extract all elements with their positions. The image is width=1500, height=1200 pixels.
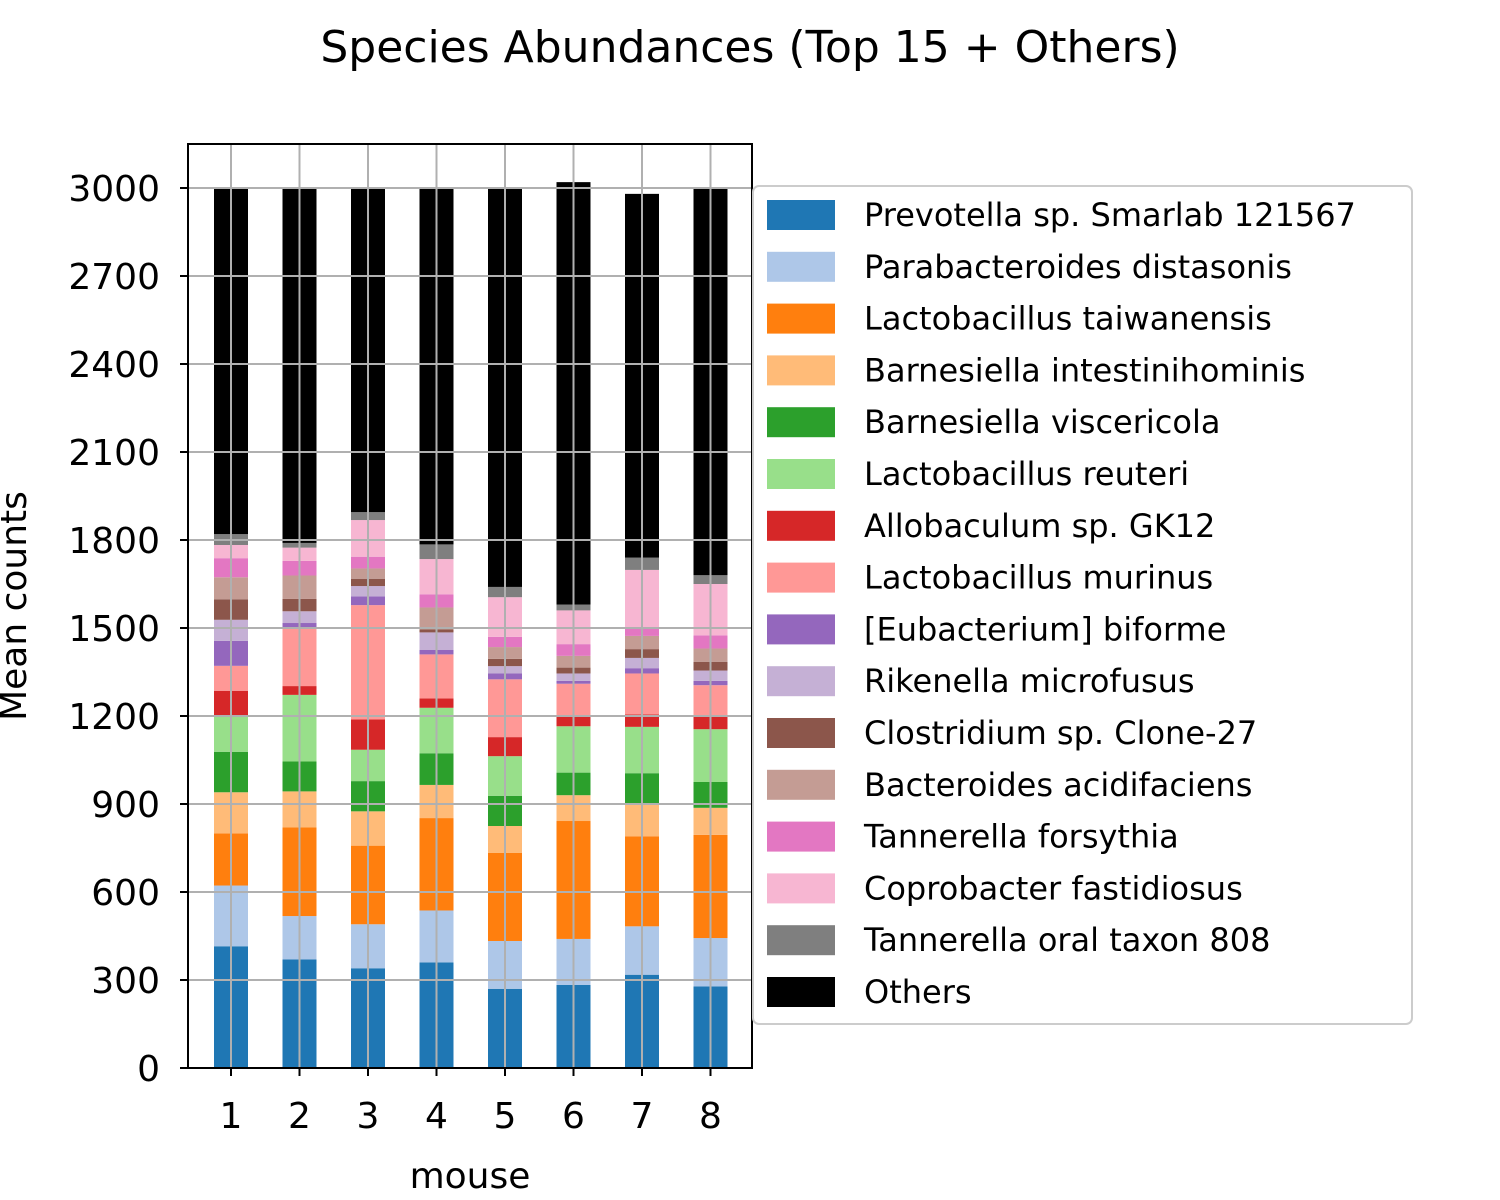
legend-swatch bbox=[767, 666, 835, 697]
y-tick-label: 1800 bbox=[68, 521, 160, 562]
x-axis-label: mouse bbox=[410, 1156, 531, 1197]
legend: Prevotella sp. Smarlab 121567 Parabactero… bbox=[752, 185, 1413, 1025]
grid-lines bbox=[188, 144, 752, 1069]
x-tick-label: 8 bbox=[699, 1096, 722, 1137]
legend-entry-label: Lactobacillus murinus bbox=[864, 559, 1213, 597]
legend-swatch bbox=[767, 873, 835, 904]
x-tick-label: 7 bbox=[631, 1096, 654, 1137]
x-tick-label: 3 bbox=[357, 1096, 380, 1137]
legend-frame bbox=[752, 185, 1413, 1025]
chart-title: Species Abundances (Top 15 + Others) bbox=[320, 22, 1179, 73]
y-tick-label: 0 bbox=[137, 1049, 160, 1090]
legend-entry-label: Prevotella sp. Smarlab 121567 bbox=[864, 196, 1356, 234]
y-tick-label: 1200 bbox=[68, 697, 160, 738]
legend-swatch bbox=[767, 510, 835, 541]
legend-swatch bbox=[767, 200, 835, 230]
plot-frame bbox=[187, 143, 753, 1069]
y-tick-label: 2700 bbox=[68, 257, 160, 298]
legend-entry-label: Barnesiella viscericola bbox=[864, 403, 1220, 441]
legend-swatch bbox=[767, 718, 835, 748]
x-tick-label: 2 bbox=[288, 1096, 311, 1137]
legend-entry-label: Lactobacillus taiwanensis bbox=[864, 300, 1272, 338]
y-axis-ticks: 0 300 600 900 1200 1500 1800 2100 2400 2700 3000 bbox=[68, 169, 188, 1090]
legend-entry-label: Bacteroides acidifaciens bbox=[864, 766, 1252, 804]
legend-entry-label: Allobaculum sp. GK12 bbox=[864, 507, 1215, 545]
y-tick-label: 600 bbox=[91, 873, 160, 914]
legend-swatch bbox=[767, 821, 835, 852]
legend-entry-label: Tannerella forsythia bbox=[863, 818, 1179, 856]
legend-entry-label: Barnesiella intestinihominis bbox=[864, 351, 1305, 389]
y-tick-label: 900 bbox=[91, 785, 160, 826]
legend-entry-label: [Eubacterium] biforme bbox=[864, 610, 1226, 648]
x-tick-label: 6 bbox=[562, 1096, 585, 1137]
y-axis-label: Mean counts bbox=[0, 491, 35, 721]
legend-entry-label: Lactobacillus reuteri bbox=[864, 455, 1189, 493]
legend-swatch bbox=[767, 407, 835, 438]
legend-entry-label: Clostridium sp. Clone-27 bbox=[864, 714, 1257, 752]
y-tick-label: 1500 bbox=[68, 609, 160, 650]
legend-swatch bbox=[767, 925, 835, 956]
bars-group bbox=[214, 182, 728, 1068]
legend-swatch bbox=[767, 769, 835, 800]
x-tick-label: 4 bbox=[425, 1096, 448, 1137]
legend-entry-label: Rikenella microfusus bbox=[864, 662, 1195, 700]
legend-swatch bbox=[767, 251, 835, 282]
x-tick-label: 5 bbox=[494, 1096, 517, 1137]
y-tick-label: 300 bbox=[91, 961, 160, 1002]
legend-swatch bbox=[767, 459, 835, 489]
legend-swatch bbox=[767, 977, 835, 1007]
legend-swatch bbox=[767, 303, 835, 334]
legend-entry-label: Others bbox=[864, 973, 972, 1011]
x-tick-label: 1 bbox=[220, 1096, 243, 1137]
legend-entry-label: Parabacteroides distasonis bbox=[864, 248, 1292, 286]
y-tick-label: 2400 bbox=[68, 345, 160, 386]
legend-swatch bbox=[767, 355, 835, 386]
legend-entry-label: Tannerella oral taxon 808 bbox=[863, 921, 1270, 959]
y-tick-label: 2100 bbox=[68, 433, 160, 474]
legend-swatch bbox=[767, 614, 835, 645]
x-axis-ticks: 1 2 3 4 5 6 7 8 bbox=[220, 1068, 722, 1137]
y-tick-label: 3000 bbox=[68, 169, 160, 210]
legend-entry-label: Coprobacter fastidiosus bbox=[864, 869, 1243, 907]
legend-swatch bbox=[767, 562, 835, 593]
